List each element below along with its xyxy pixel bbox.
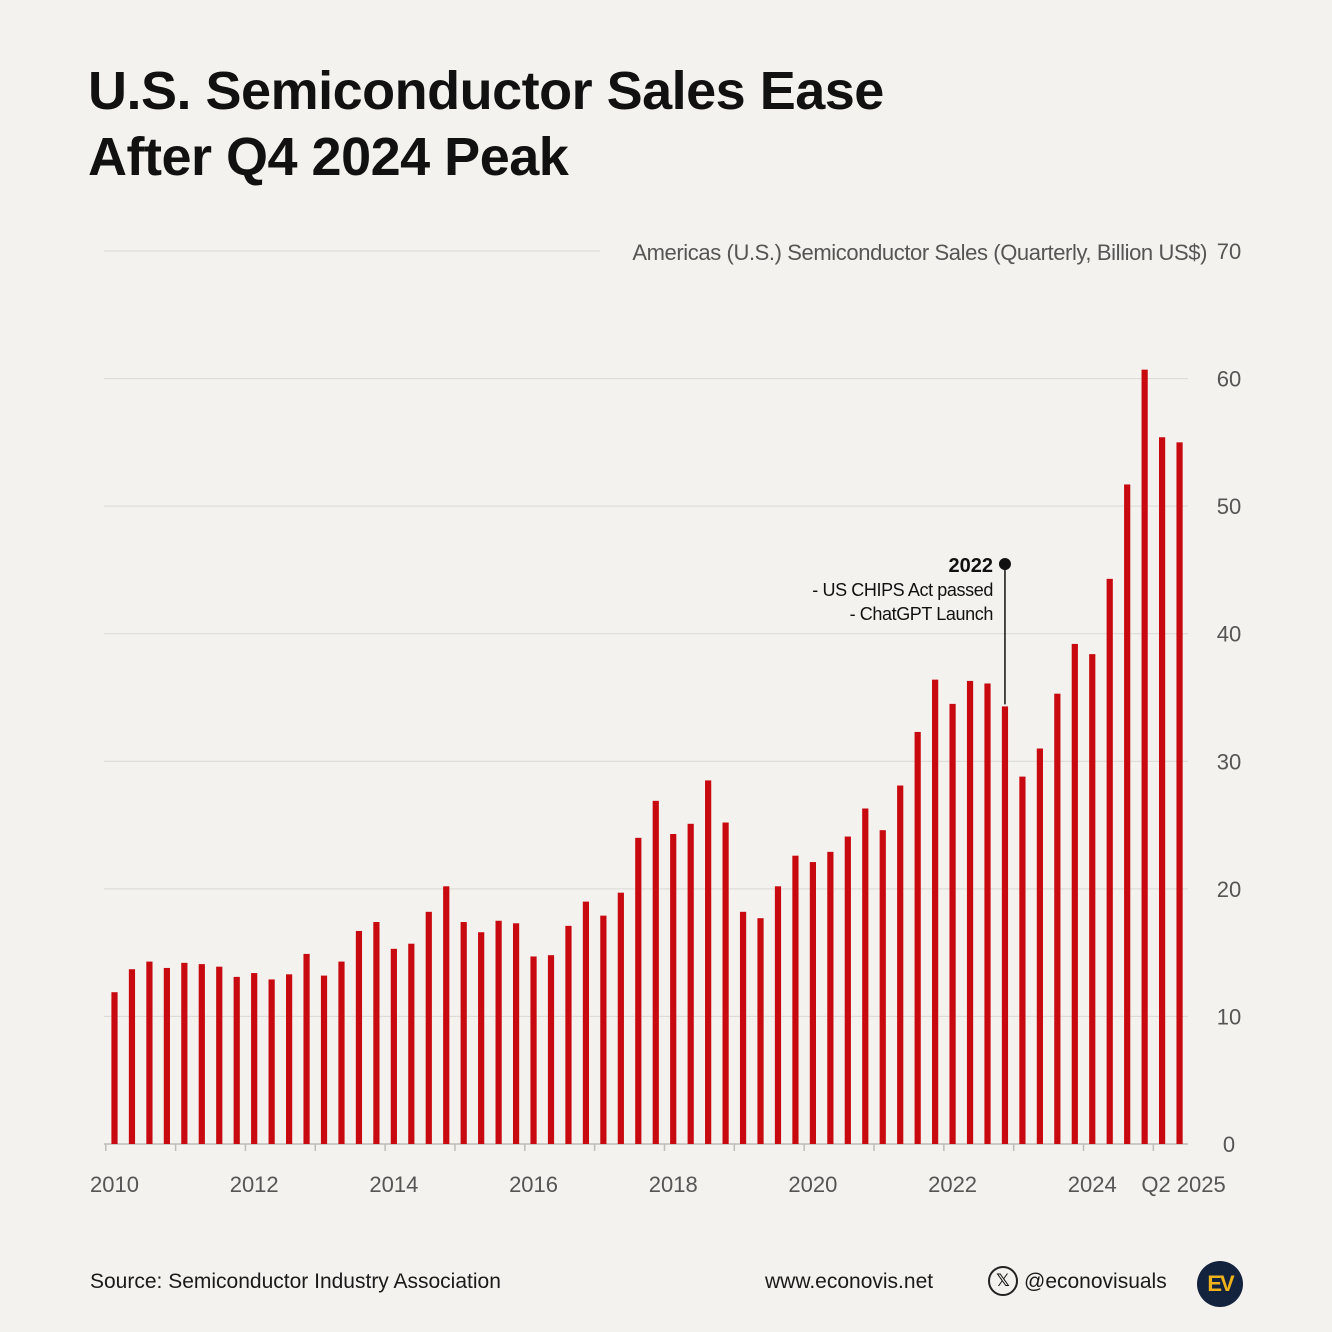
bar	[355, 930, 363, 1144]
x-tick-label: 2024	[1068, 1172, 1117, 1197]
bar	[1071, 643, 1078, 1144]
annotation-year: 2022	[948, 555, 993, 577]
x-icon: 𝕏	[988, 1266, 1018, 1296]
y-tick-label: 50	[1217, 494, 1241, 519]
x-tick-label: 2012	[230, 1172, 279, 1197]
bar	[932, 679, 939, 1144]
y-tick-label: 70	[1217, 239, 1241, 264]
bar	[1159, 437, 1166, 1144]
y-tick-label: 30	[1217, 749, 1241, 774]
bar	[565, 925, 572, 1144]
bar	[670, 834, 677, 1144]
bar	[652, 800, 659, 1144]
bar	[722, 822, 729, 1144]
annotation-line-2: - ChatGPT Launch	[850, 604, 993, 624]
bar	[198, 964, 205, 1144]
x-tick-label: Q2 2025	[1141, 1172, 1225, 1197]
bar	[478, 932, 485, 1144]
bar	[1106, 578, 1113, 1144]
annotation-line-1: - US CHIPS Act passed	[812, 580, 993, 600]
bar	[617, 892, 624, 1144]
bar	[146, 961, 153, 1144]
bar	[268, 979, 275, 1144]
bar	[1124, 484, 1131, 1145]
bar	[530, 956, 537, 1144]
social-handle[interactable]: @econovisuals	[1024, 1270, 1167, 1293]
annotation-dot	[998, 558, 1011, 570]
y-axis-title-background	[600, 235, 1210, 267]
bar	[251, 973, 258, 1144]
bar	[844, 836, 851, 1144]
bar	[547, 955, 555, 1144]
bar	[373, 922, 380, 1144]
bar	[897, 785, 904, 1144]
bar	[809, 862, 816, 1144]
x-tick-label: 2014	[369, 1172, 418, 1197]
bar	[600, 915, 607, 1144]
bar	[757, 918, 764, 1144]
x-tick-label: 2018	[649, 1172, 698, 1197]
bar	[635, 837, 642, 1144]
y-tick-label: 40	[1217, 622, 1241, 647]
bar	[408, 943, 415, 1144]
bar	[495, 920, 502, 1144]
bar	[582, 901, 590, 1144]
bar	[1036, 748, 1043, 1144]
bar	[111, 992, 118, 1144]
x-tick-label: 2022	[928, 1172, 977, 1197]
bar	[1001, 706, 1009, 1144]
x-tick-label: 2020	[788, 1172, 837, 1197]
bar	[879, 830, 886, 1144]
bar	[1141, 369, 1148, 1144]
bar	[1054, 693, 1061, 1144]
bar	[792, 855, 799, 1144]
econovis-logo: EV	[1197, 1261, 1243, 1307]
y-tick-label: 0	[1223, 1132, 1235, 1157]
bar	[966, 680, 974, 1144]
bar	[181, 962, 188, 1144]
bar	[687, 823, 694, 1144]
x-tick-label: 2010	[90, 1172, 139, 1197]
bar	[1089, 654, 1096, 1144]
bar	[984, 683, 991, 1144]
chart-title: U.S. Semiconductor Sales Ease After Q4 2…	[88, 58, 988, 190]
y-tick-label: 60	[1217, 367, 1241, 392]
bar	[163, 967, 170, 1144]
source-note: Source: Semiconductor Industry Associati…	[90, 1270, 501, 1293]
bar	[286, 974, 293, 1144]
bar	[705, 780, 712, 1144]
bar	[739, 911, 747, 1144]
website-link[interactable]: www.econovis.net	[765, 1270, 934, 1293]
bar	[303, 953, 310, 1144]
bar	[862, 808, 869, 1144]
bar	[128, 969, 136, 1144]
bar	[338, 961, 345, 1144]
bar	[1176, 442, 1183, 1144]
bar	[320, 975, 328, 1144]
bar	[443, 886, 450, 1144]
bar	[460, 922, 467, 1144]
bar	[425, 911, 432, 1144]
bar	[949, 703, 956, 1144]
bar	[1019, 776, 1026, 1144]
x-tick-label: 2016	[509, 1172, 558, 1197]
bar	[774, 886, 782, 1144]
title-line-1: U.S. Semiconductor Sales Ease	[88, 61, 884, 121]
bar	[512, 923, 520, 1144]
bar	[216, 966, 223, 1144]
y-tick-label: 20	[1217, 877, 1241, 902]
y-axis-title: Americas (U.S.) Semiconductor Sales (Qua…	[632, 240, 1207, 265]
bar	[827, 851, 834, 1144]
bar	[390, 948, 397, 1144]
title-line-2: After Q4 2024 Peak	[88, 127, 569, 187]
bar	[914, 731, 921, 1144]
bar	[233, 976, 240, 1144]
y-tick-label: 10	[1217, 1004, 1241, 1029]
